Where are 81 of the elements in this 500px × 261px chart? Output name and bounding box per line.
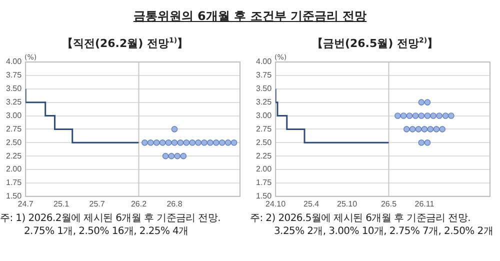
point — [183, 139, 190, 146]
point — [421, 126, 428, 132]
y-tick-label: 4.00 — [256, 57, 272, 66]
y-tick-label: 2.50 — [256, 138, 272, 147]
point — [174, 152, 181, 160]
chart-title: 금통위원의 6개월 후 조건부 기준금리 전망 — [132, 8, 368, 25]
point — [427, 126, 434, 132]
y-tick-label: 1.50 — [256, 192, 272, 201]
point — [142, 139, 148, 146]
chart-subtitle: 【직전(26.2월) 전망$^{1)}$】 — [60, 36, 190, 52]
x-tick-label: 26.2 — [130, 199, 148, 208]
point — [418, 112, 425, 119]
y-tick-label: 2.25 — [256, 151, 272, 160]
point — [403, 126, 410, 132]
point — [177, 139, 184, 146]
point — [400, 112, 407, 119]
point — [201, 139, 208, 146]
point — [159, 139, 166, 146]
x-tick-label: 25.7 — [89, 199, 106, 208]
point — [207, 139, 214, 146]
point — [418, 99, 425, 106]
y-tick-label: 3.50 — [6, 84, 22, 94]
point — [165, 139, 172, 146]
point — [394, 112, 401, 119]
point — [430, 112, 436, 119]
x-tick-label: 26.11 — [414, 199, 435, 208]
text: 주: 2) 2026.5월에 제시된 6개월 후 기준금리 전망. — [250, 212, 472, 225]
point — [412, 112, 419, 119]
x-tick-label: 25.4 — [304, 199, 320, 208]
y-tick-label: 1.75 — [256, 178, 272, 188]
x-tick-label: 26.5 — [380, 199, 398, 208]
x-tick-label: 24.10 — [266, 199, 286, 208]
point — [439, 126, 446, 132]
point — [213, 139, 220, 146]
point — [409, 126, 416, 132]
y-tick-label: 3.75 — [256, 70, 272, 80]
point — [424, 99, 431, 106]
y-tick-label: 2.25 — [6, 151, 22, 160]
point — [406, 112, 413, 119]
point — [224, 139, 232, 146]
y-tick-label: 1.75 — [6, 178, 22, 188]
y-tick-label: 3.00 — [256, 110, 272, 120]
y-tick-label: 2.50 — [6, 138, 22, 147]
y-tick-label: 3.50 — [256, 84, 272, 94]
y-tick-label: 2.75 — [6, 124, 22, 134]
point — [424, 139, 431, 146]
point — [168, 152, 175, 160]
chart-subtitle: 【금번(26.5월) 전망$^{2)}$】 — [310, 36, 440, 52]
point — [424, 112, 431, 119]
text: 3.25% 2개, 3.00% 10개, 2.75% 7개, 2.50% 2개 — [273, 225, 494, 238]
x-tick-label: 26.8 — [166, 199, 183, 208]
y-tick-label: 3.00 — [6, 110, 22, 120]
point — [433, 126, 440, 132]
y-tick-label: 2.00 — [6, 164, 22, 174]
text: 2.75% 1개, 2.50% 16개, 2.25% 4개 — [23, 225, 190, 238]
y-tick-label: 4.00 — [6, 57, 22, 66]
x-tick-label: 24.7 — [18, 199, 34, 208]
point — [148, 139, 154, 146]
point — [436, 112, 442, 119]
point — [418, 139, 425, 146]
point — [189, 139, 196, 146]
x-tick-label: 25.1 — [54, 199, 70, 208]
y-tick-label: 3.25 — [256, 98, 272, 107]
point — [195, 139, 202, 146]
point — [230, 139, 238, 146]
point — [171, 139, 178, 146]
y-tick-label: 2.75 — [256, 124, 272, 134]
y-tick-label: 3.75 — [6, 70, 22, 80]
y-tick-label: 2.00 — [256, 164, 272, 174]
y-tick-label: 1.50 — [6, 192, 22, 201]
x-tick-label: 25.10 — [337, 199, 358, 208]
point — [442, 112, 449, 119]
point — [171, 126, 178, 132]
y-tick-label: 3.25 — [6, 98, 22, 107]
point — [153, 139, 160, 146]
point — [162, 152, 169, 160]
text: 주: 1) 2026.2월에 제시된 6개월 후 기준금리 전망. — [0, 212, 222, 225]
point — [448, 112, 454, 119]
point — [415, 126, 422, 132]
point — [180, 152, 187, 160]
point — [218, 139, 226, 146]
